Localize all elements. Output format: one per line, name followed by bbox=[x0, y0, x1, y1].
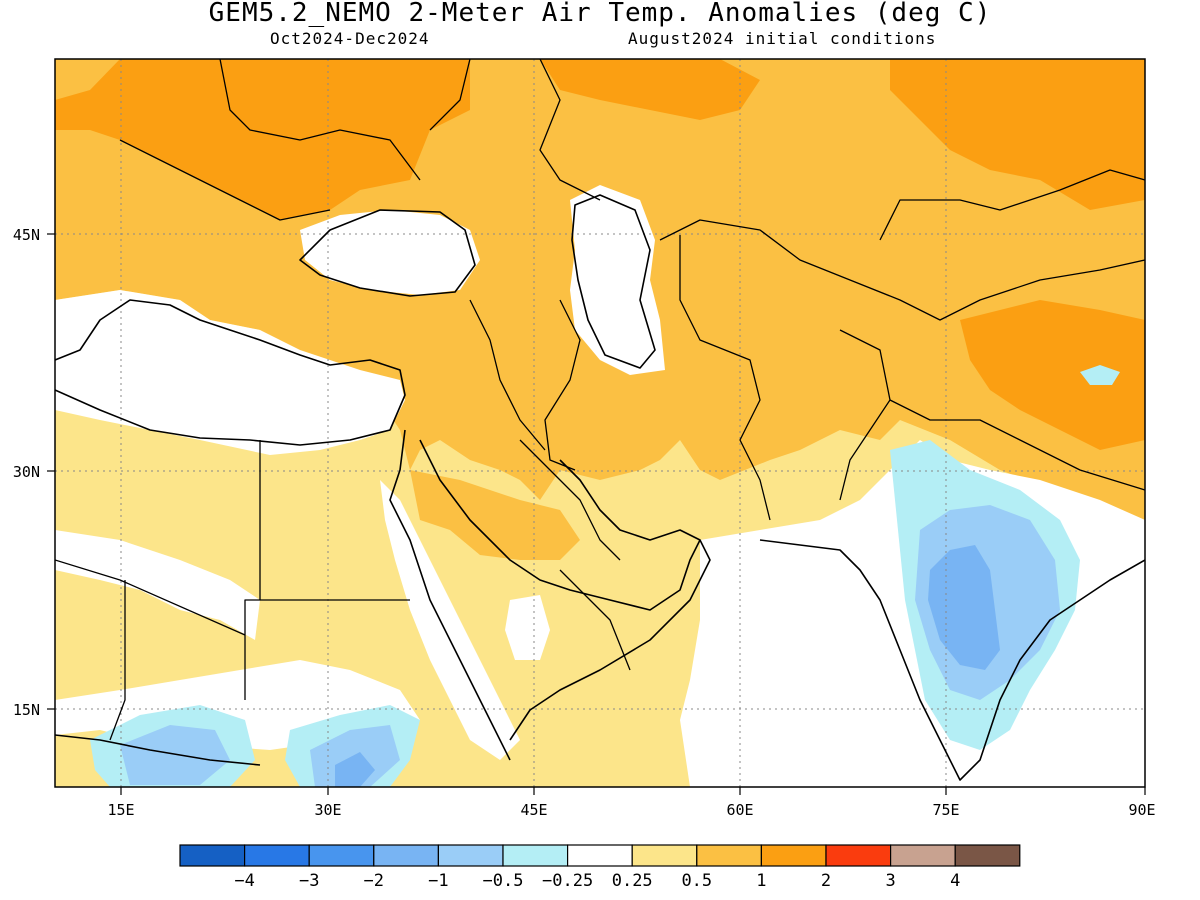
neutral-north-africa bbox=[55, 530, 260, 640]
colorbar-label: −1 bbox=[428, 871, 448, 891]
colorbar-swatch bbox=[631, 844, 698, 867]
graticule bbox=[55, 59, 1145, 787]
anomaly-field bbox=[55, 59, 1145, 787]
country-borders bbox=[55, 59, 1145, 741]
y-tick-label: 15N bbox=[13, 701, 40, 719]
initial-conditions: August2024 initial conditions bbox=[628, 29, 937, 48]
forecast-period: Oct2024-Dec2024 bbox=[270, 29, 430, 48]
colorbar-swatch bbox=[760, 844, 827, 867]
warm-arabia bbox=[410, 470, 580, 560]
x-tick-label: 30E bbox=[314, 801, 341, 819]
hot-europe bbox=[55, 59, 470, 220]
colorbar-swatch bbox=[696, 844, 762, 867]
y-axis-labels: 45N 30N 15N bbox=[13, 226, 40, 719]
colorbar-swatch bbox=[889, 844, 956, 867]
colorbar-label: 0.5 bbox=[681, 871, 712, 891]
colorbar bbox=[179, 844, 1021, 867]
colorbar-swatch bbox=[954, 844, 1021, 867]
colorbar-swatch bbox=[502, 844, 569, 867]
x-tick-label: 60E bbox=[726, 801, 753, 819]
colorbar-label: −2 bbox=[364, 871, 384, 891]
colorbar-swatch bbox=[308, 844, 375, 867]
x-tick-label: 15E bbox=[107, 801, 134, 819]
neutral-mediterranean bbox=[55, 290, 405, 455]
coastlines bbox=[55, 194, 1145, 781]
colorbar-label: −0.25 bbox=[542, 871, 593, 891]
map-title: GEM5.2_NEMO 2-Meter Air Temp. Anomalies … bbox=[208, 0, 992, 28]
neutral-red-sea bbox=[380, 480, 520, 760]
colorbar-swatch bbox=[179, 844, 246, 867]
x-tick-label: 45E bbox=[520, 801, 547, 819]
colorbar-label: −4 bbox=[234, 871, 254, 891]
colorbar-swatch bbox=[566, 844, 633, 867]
neutral-caspian bbox=[570, 185, 665, 375]
x-axis-labels: 15E 30E 45E 60E 75E 90E bbox=[107, 801, 1155, 819]
colorbar-label: 0.25 bbox=[612, 871, 653, 891]
y-tick-label: 30N bbox=[13, 463, 40, 481]
colorbar-labels: −4 −3 −2 −1 −0.5 −0.25 0.25 0.5 1 2 3 4 bbox=[234, 871, 960, 891]
colorbar-swatch bbox=[437, 844, 504, 867]
y-tick-label: 45N bbox=[13, 226, 40, 244]
neutral-arabia-south bbox=[505, 595, 550, 660]
cool-east-africa bbox=[120, 725, 230, 785]
colorbar-swatch bbox=[244, 844, 310, 867]
cold-ethiopia bbox=[335, 752, 375, 787]
colorbar-label: −0.5 bbox=[483, 871, 524, 891]
hot-mongolia bbox=[890, 59, 1145, 210]
colorbar-label: 2 bbox=[821, 871, 831, 891]
colorbar-label: 3 bbox=[885, 871, 895, 891]
x-tick-label: 75E bbox=[932, 801, 959, 819]
map-frame bbox=[54, 58, 1146, 788]
hot-central-asia bbox=[540, 59, 760, 120]
colorbar-label: −3 bbox=[299, 871, 319, 891]
neutral-black-sea bbox=[300, 210, 480, 295]
colorbar-swatch bbox=[373, 844, 439, 867]
colorbar-swatch bbox=[825, 844, 892, 867]
hot-tibet bbox=[960, 300, 1145, 450]
x-tick-label: 90E bbox=[1128, 801, 1155, 819]
colorbar-label: 4 bbox=[950, 871, 960, 891]
colorbar-label: 1 bbox=[756, 871, 766, 891]
light-cool-tibet bbox=[1080, 365, 1120, 385]
tick-marks bbox=[47, 233, 1146, 795]
